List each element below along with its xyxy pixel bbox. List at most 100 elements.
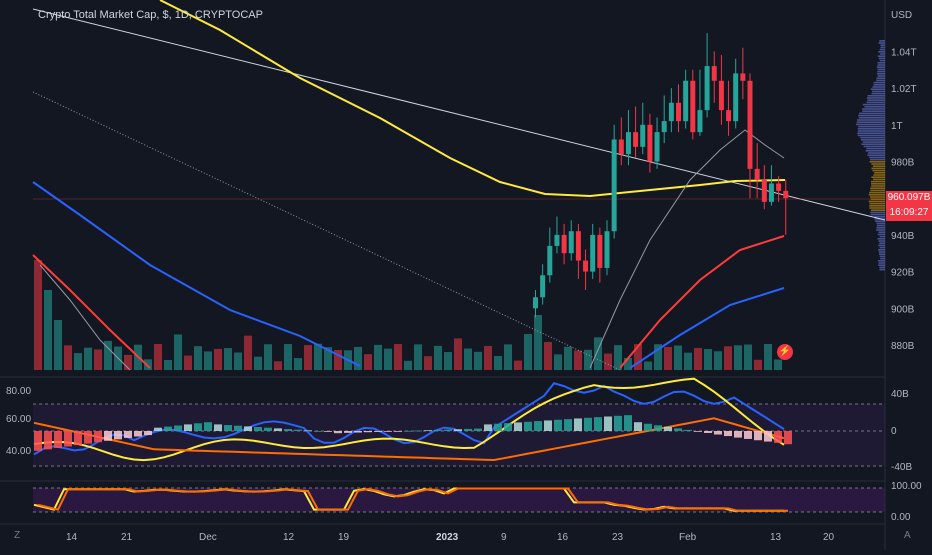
volume-profile-bar	[877, 223, 885, 225]
histogram-bar	[254, 427, 262, 431]
histogram-bar	[124, 431, 132, 438]
volume-profile-bar	[867, 154, 885, 156]
volume-profile-bar	[870, 159, 885, 161]
histogram-bar	[414, 431, 422, 432]
histogram-bar	[734, 431, 742, 438]
volume-profile-bar	[864, 146, 885, 148]
histogram-bar	[554, 420, 562, 431]
volume-profile-bar	[867, 97, 885, 99]
volume-profile-bar	[857, 121, 885, 123]
volume-profile-bar	[867, 99, 885, 101]
histogram-bar	[144, 431, 152, 435]
histogram-bar	[264, 428, 272, 431]
volume-bar	[484, 346, 492, 370]
volume-profile-bar	[871, 88, 885, 90]
volume-profile-bar	[874, 82, 885, 84]
time-axis-label: Dec	[199, 532, 217, 543]
histogram-bar	[384, 431, 392, 432]
flash-icon[interactable]: ⚡	[777, 344, 793, 360]
volume-profile-bar	[869, 194, 885, 196]
histogram-bar	[594, 417, 602, 431]
candle-body	[662, 121, 667, 132]
candle-body	[683, 81, 688, 121]
volume-profile-bar	[877, 71, 885, 73]
volume-profile-bar	[872, 91, 885, 93]
volume-bar	[374, 345, 382, 370]
histogram-bar	[134, 431, 142, 437]
volume-bar	[414, 344, 422, 370]
histogram-bar	[444, 430, 452, 431]
rsi-right-tick: 0	[891, 426, 897, 437]
volume-bar	[554, 354, 562, 370]
price-axis-tick: 980B	[891, 158, 915, 169]
histogram-bar	[394, 431, 402, 432]
candle-body	[655, 132, 660, 161]
zoom-icon[interactable]: Z	[14, 530, 20, 541]
histogram-bar	[754, 431, 762, 440]
histogram-bar	[404, 431, 412, 432]
volume-profile-bar	[877, 77, 885, 79]
price-axis-tick: 1T	[891, 121, 903, 132]
histogram-bar	[584, 418, 592, 431]
volume-profile-bar	[864, 106, 885, 108]
volume-profile-bar	[863, 141, 885, 143]
volume-profile-bar	[871, 183, 885, 185]
candle-body	[554, 235, 559, 246]
volume-profile-bar	[863, 104, 885, 106]
histogram-bar	[374, 431, 382, 432]
volume-bar	[214, 349, 222, 370]
candle-body	[576, 231, 581, 260]
histogram-bar	[304, 430, 312, 431]
volume-profile-bar	[874, 172, 885, 174]
stoch-right-tick: 100.00	[891, 481, 922, 492]
auto-scale-button[interactable]: A	[904, 530, 911, 541]
volume-profile-bar	[869, 201, 885, 203]
volume-profile-bar	[862, 110, 885, 112]
histogram-bar	[324, 431, 332, 432]
ma-blue-line-left	[33, 182, 360, 366]
histogram-bar	[674, 428, 682, 431]
volume-profile-bar	[867, 102, 885, 104]
candle-body	[633, 132, 638, 147]
time-axis-label: 14	[66, 532, 78, 543]
histogram-bar	[454, 429, 462, 431]
histogram-bar	[514, 422, 522, 431]
candle-body	[533, 297, 538, 308]
time-axis-label: 13	[770, 532, 782, 543]
volume-profile-bar	[861, 139, 885, 141]
histogram-bar	[494, 424, 502, 431]
volume-profile-bar	[859, 117, 885, 119]
histogram-bar	[224, 425, 232, 431]
histogram-bar	[234, 426, 242, 431]
candle-body	[726, 110, 731, 121]
histogram-bar	[184, 424, 192, 431]
candle-body	[755, 169, 760, 180]
volume-profile-bar	[878, 75, 885, 77]
candle-body	[719, 81, 724, 110]
bar-countdown: 16:09:27	[886, 206, 932, 221]
volume-profile-bar	[878, 231, 885, 233]
volume-profile-bar	[858, 135, 885, 137]
volume-bar	[254, 357, 262, 370]
rsi-right-tick: -40B	[891, 462, 912, 473]
volume-bar	[394, 344, 402, 370]
volume-profile-bar	[858, 128, 885, 130]
histogram-bar	[764, 431, 772, 442]
histogram-bar	[564, 419, 572, 431]
histogram-bar	[474, 429, 482, 431]
volume-profile-bar	[874, 84, 885, 86]
histogram-bar	[364, 431, 372, 432]
volume-bar	[244, 336, 252, 370]
volume-profile-bar	[879, 267, 885, 269]
volume-profile-bar	[870, 161, 885, 163]
volume-bar	[404, 361, 412, 370]
volume-profile-bar	[869, 207, 885, 209]
volume-bar	[594, 337, 602, 370]
volume-bar	[744, 345, 752, 370]
volume-profile-bar	[880, 60, 885, 62]
volume-bar	[204, 351, 212, 370]
volume-profile-bar	[869, 203, 885, 205]
volume-profile-bar	[878, 245, 885, 247]
